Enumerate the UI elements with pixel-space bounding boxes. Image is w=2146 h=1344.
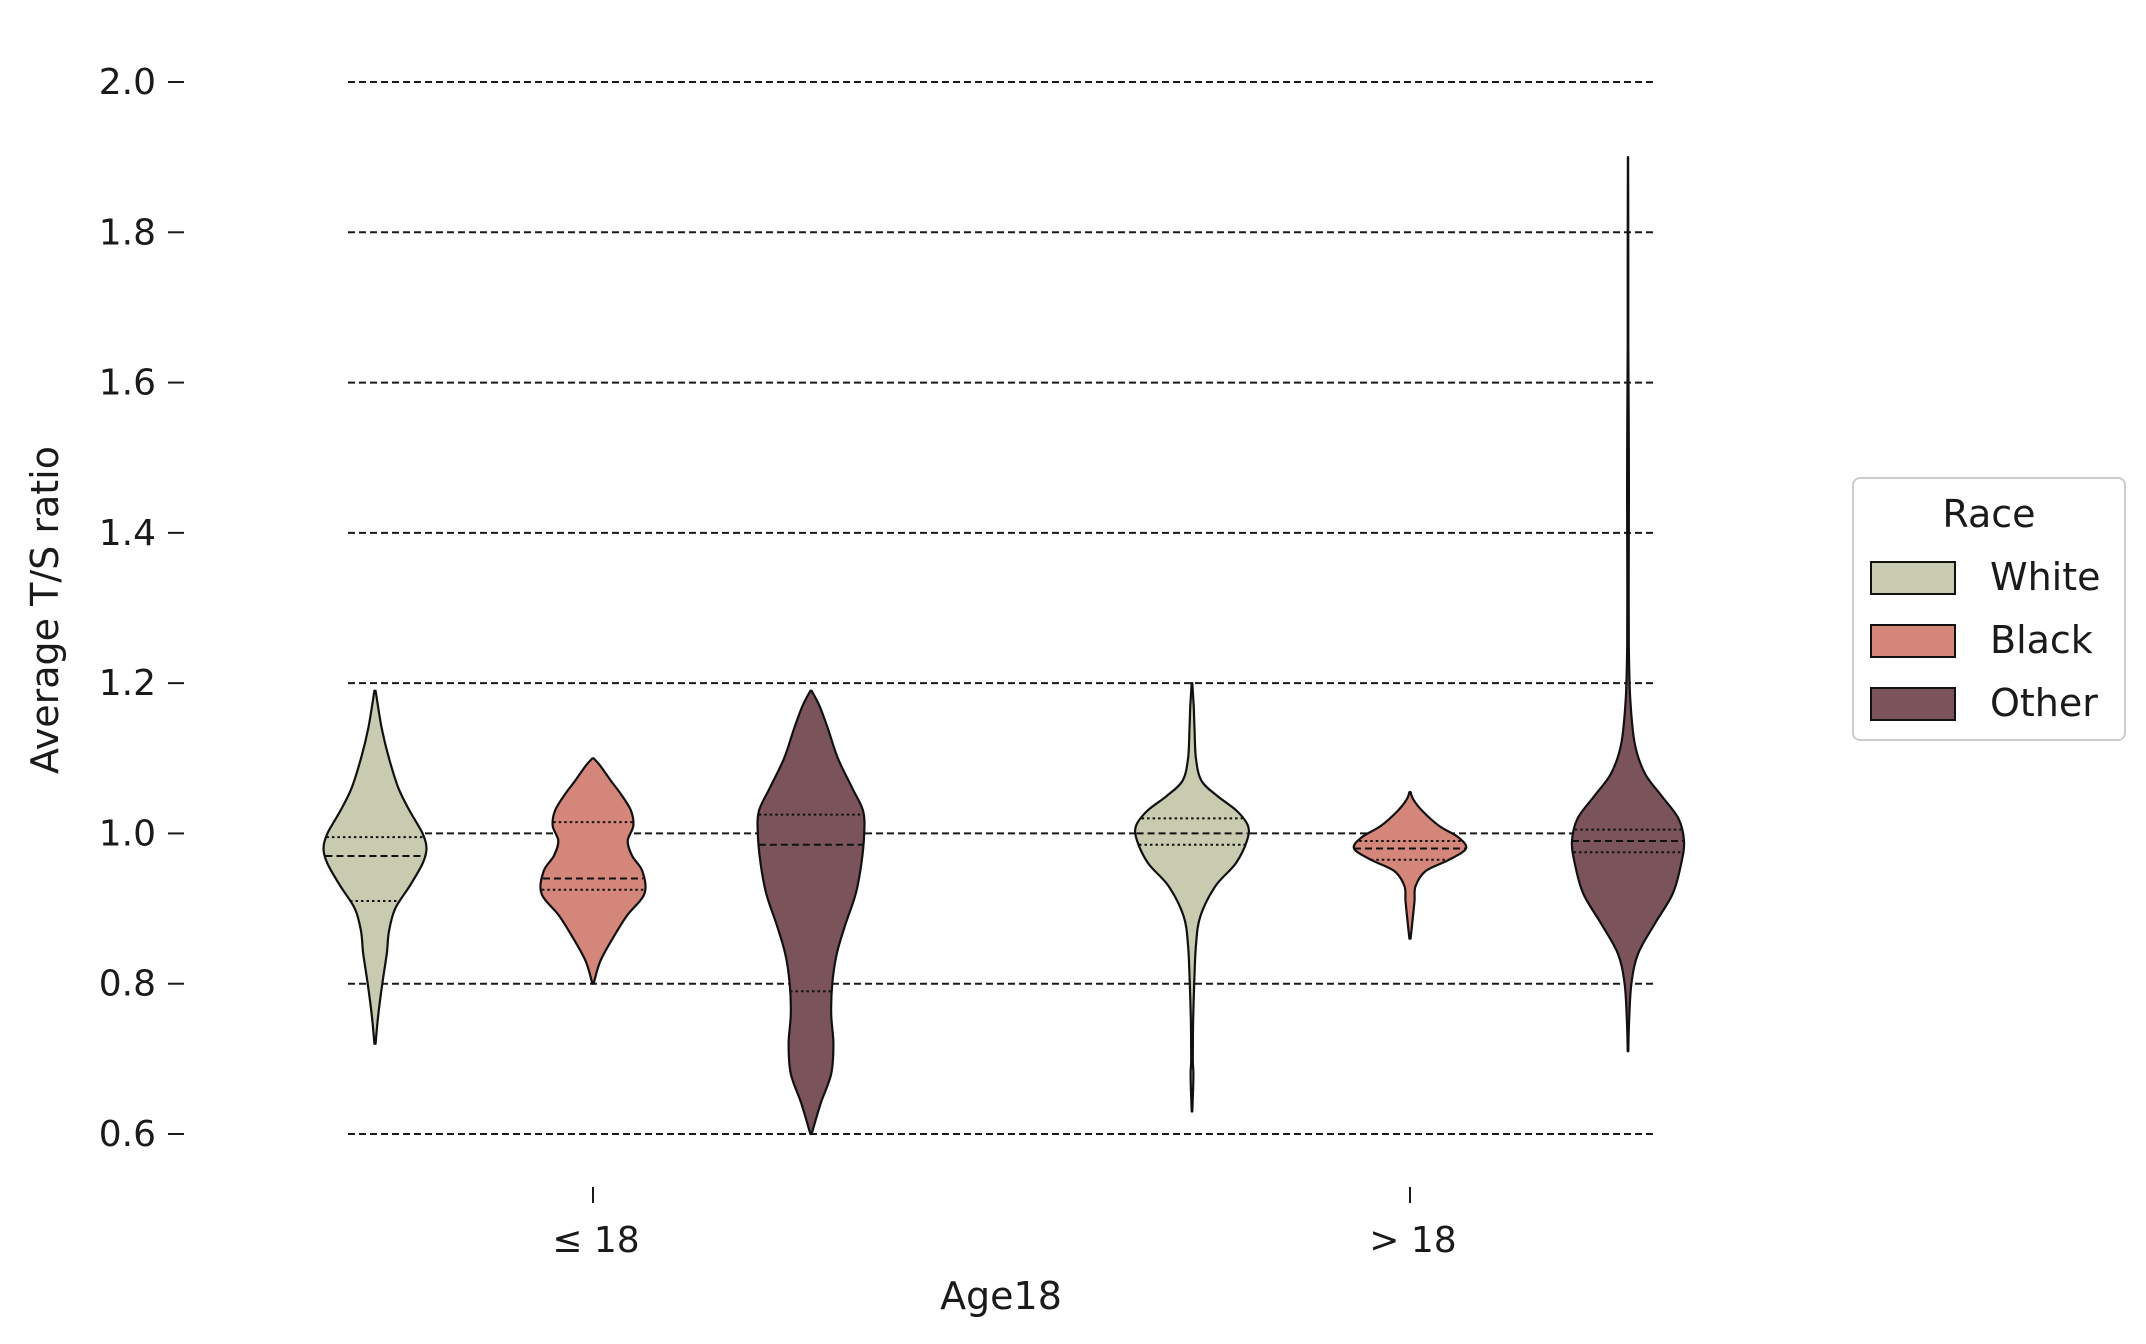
y-tick-label: 1.2	[99, 663, 156, 704]
legend-items: White Black Other	[1870, 555, 2101, 725]
legend-swatch	[1870, 561, 1956, 595]
legend-label: Black	[1990, 618, 2093, 662]
y-tick-label: 1.6	[99, 363, 156, 404]
y-tick-label: 0.6	[99, 1114, 156, 1155]
violin-layer	[322, 156, 1686, 1136]
violin-white-1	[1133, 682, 1251, 1113]
legend-label: Other	[1990, 681, 2098, 725]
legend-swatch	[1870, 687, 1956, 721]
violin-black-1	[1352, 791, 1468, 940]
y-axis-label: Average T/S ratio	[23, 446, 67, 774]
y-tick-label: 0.8	[99, 964, 156, 1005]
violin-black-0	[539, 757, 647, 985]
y-tick-label: 2.0	[99, 62, 156, 103]
y-tick-label: 1.4	[99, 513, 156, 554]
violin-other-0	[756, 689, 866, 1136]
violin-other-1	[1570, 156, 1686, 1053]
violin-white-0	[322, 689, 428, 1045]
legend: Race White Black Other	[1852, 477, 2126, 741]
legend-frame	[1852, 477, 2126, 741]
grid-layer	[348, 81, 1657, 1135]
y-tick-label: 1.0	[99, 813, 156, 854]
y-tick-label: 1.8	[99, 212, 156, 253]
x-axis-label: Age18	[940, 1274, 1062, 1318]
legend-label: White	[1990, 555, 2101, 599]
x-tick-label: ≤ 18	[552, 1220, 639, 1261]
legend-swatch	[1870, 624, 1956, 658]
axis-layer: 0.6 0.8 1.0 1.2 1.4 1.6 1.8 2.0 ≤ 18 > 18	[99, 62, 1457, 1261]
x-tick-label: > 18	[1369, 1220, 1456, 1261]
legend-title: Race	[1942, 492, 2035, 536]
